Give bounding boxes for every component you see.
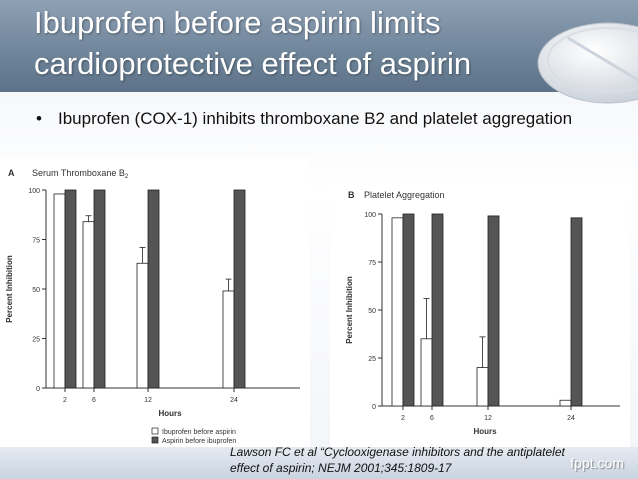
chart-b-x-tick-label: 2 bbox=[401, 415, 405, 422]
chart-b-bar bbox=[391, 217, 404, 407]
watermark-text: fppt.com bbox=[570, 455, 624, 471]
chart-a-x-tick-label: 24 bbox=[230, 397, 238, 404]
slide-title: Ibuprofen before aspirin limits cardiopr… bbox=[34, 2, 594, 84]
chart-a-x-tick-label: 2 bbox=[63, 397, 67, 404]
chart-a: A Serum Thromboxane B2 0 25 50 75 100 Percent I… bbox=[5, 168, 300, 445]
chart-a-y-tick-label: 0 bbox=[36, 386, 40, 393]
bullet-dot: • bbox=[36, 109, 42, 128]
bullet-text: Ibuprofen (COX-1) inhibits thromboxane B… bbox=[58, 109, 573, 128]
chart-b-x-tick-label: 24 bbox=[567, 415, 575, 422]
chart-b-y-tick-label: 100 bbox=[364, 212, 376, 219]
citation-line-2: effect of aspirin; NEJM 2001;345:1809-17 bbox=[230, 461, 452, 475]
figure-panel-b: B Platelet Aggregation 0 25 50 75 100 Percent I… bbox=[330, 178, 630, 448]
chart-a-y-tick-label: 50 bbox=[32, 287, 40, 294]
chart-b-y-tick-label: 0 bbox=[372, 404, 376, 411]
chart-a-y-tick-label: 75 bbox=[32, 238, 40, 245]
chart-b-bar bbox=[431, 213, 444, 407]
chart-a-bar bbox=[136, 262, 149, 389]
chart-b-xlabel: Hours bbox=[473, 427, 497, 436]
chart-b: B Platelet Aggregation 0 25 50 75 100 Percent I… bbox=[345, 190, 620, 436]
chart-a-bar bbox=[93, 189, 106, 389]
chart-a-bar bbox=[53, 193, 66, 389]
chart-a-xlabel: Hours bbox=[158, 409, 182, 418]
chart-a-bar bbox=[147, 189, 160, 389]
citation-line-1: Lawson FC et al “Cyclooxigenase inhibito… bbox=[230, 445, 565, 459]
chart-a-bar bbox=[233, 189, 246, 389]
chart-a-panel-letter: A bbox=[8, 168, 15, 178]
chart-a-ylabel: Percent Inhibition bbox=[5, 255, 14, 323]
title-band bbox=[0, 0, 638, 92]
chart-b-bar bbox=[570, 217, 583, 407]
chart-a-legend-swatch bbox=[151, 427, 159, 435]
chart-b-x-tick-label: 6 bbox=[430, 415, 434, 422]
chart-a-bar bbox=[64, 189, 77, 389]
chart-a-x-tick-label: 6 bbox=[92, 397, 96, 404]
chart-a-bar bbox=[222, 290, 235, 389]
chart-a-x-tick-label: 12 bbox=[144, 397, 152, 404]
chart-area: A Serum Thromboxane B2 0 25 50 75 100 Percent I… bbox=[0, 158, 638, 479]
chart-a-title: Serum Thromboxane B2 bbox=[32, 168, 129, 180]
chart-b-y-tick-label: 75 bbox=[368, 260, 376, 267]
chart-b-x-tick-label: 12 bbox=[484, 415, 492, 422]
chart-b-bar bbox=[402, 213, 415, 407]
chart-b-panel-letter: B bbox=[348, 190, 355, 200]
chart-b-bar bbox=[420, 338, 433, 407]
chart-b-y-tick-label: 25 bbox=[368, 356, 376, 363]
chart-b-bar bbox=[476, 367, 489, 407]
chart-b-bar bbox=[487, 215, 500, 407]
title-line-1: Ibuprofen before aspirin limits bbox=[34, 5, 441, 40]
chart-b-title: Platelet Aggregation bbox=[364, 190, 445, 200]
title-line-2: cardioprotective effect of aspirin bbox=[34, 46, 472, 81]
chart-a-y-tick-label: 25 bbox=[32, 337, 40, 344]
chart-b-bar bbox=[559, 399, 572, 407]
chart-a-bar bbox=[82, 221, 95, 389]
chart-b-ylabel: Percent Inhibition bbox=[345, 276, 354, 344]
chart-a-legend-label: Aspirin before ibuprofen bbox=[162, 438, 236, 445]
chart-a-legend-swatch bbox=[151, 436, 159, 444]
chart-a-title-subscript: 2 bbox=[125, 174, 129, 180]
pill-icon bbox=[537, 22, 638, 104]
figure-panel-a: A Serum Thromboxane B2 0 25 50 75 100 Percent I… bbox=[0, 158, 310, 458]
chart-b-y-tick-label: 50 bbox=[368, 308, 376, 315]
citation: Lawson FC et al “Cyclooxigenase inhibito… bbox=[230, 444, 630, 476]
footer-band bbox=[0, 447, 638, 479]
chart-a-legend-label: Ibuprofen before aspirin bbox=[162, 429, 236, 436]
chart-a-y-tick-label: 100 bbox=[28, 188, 40, 195]
